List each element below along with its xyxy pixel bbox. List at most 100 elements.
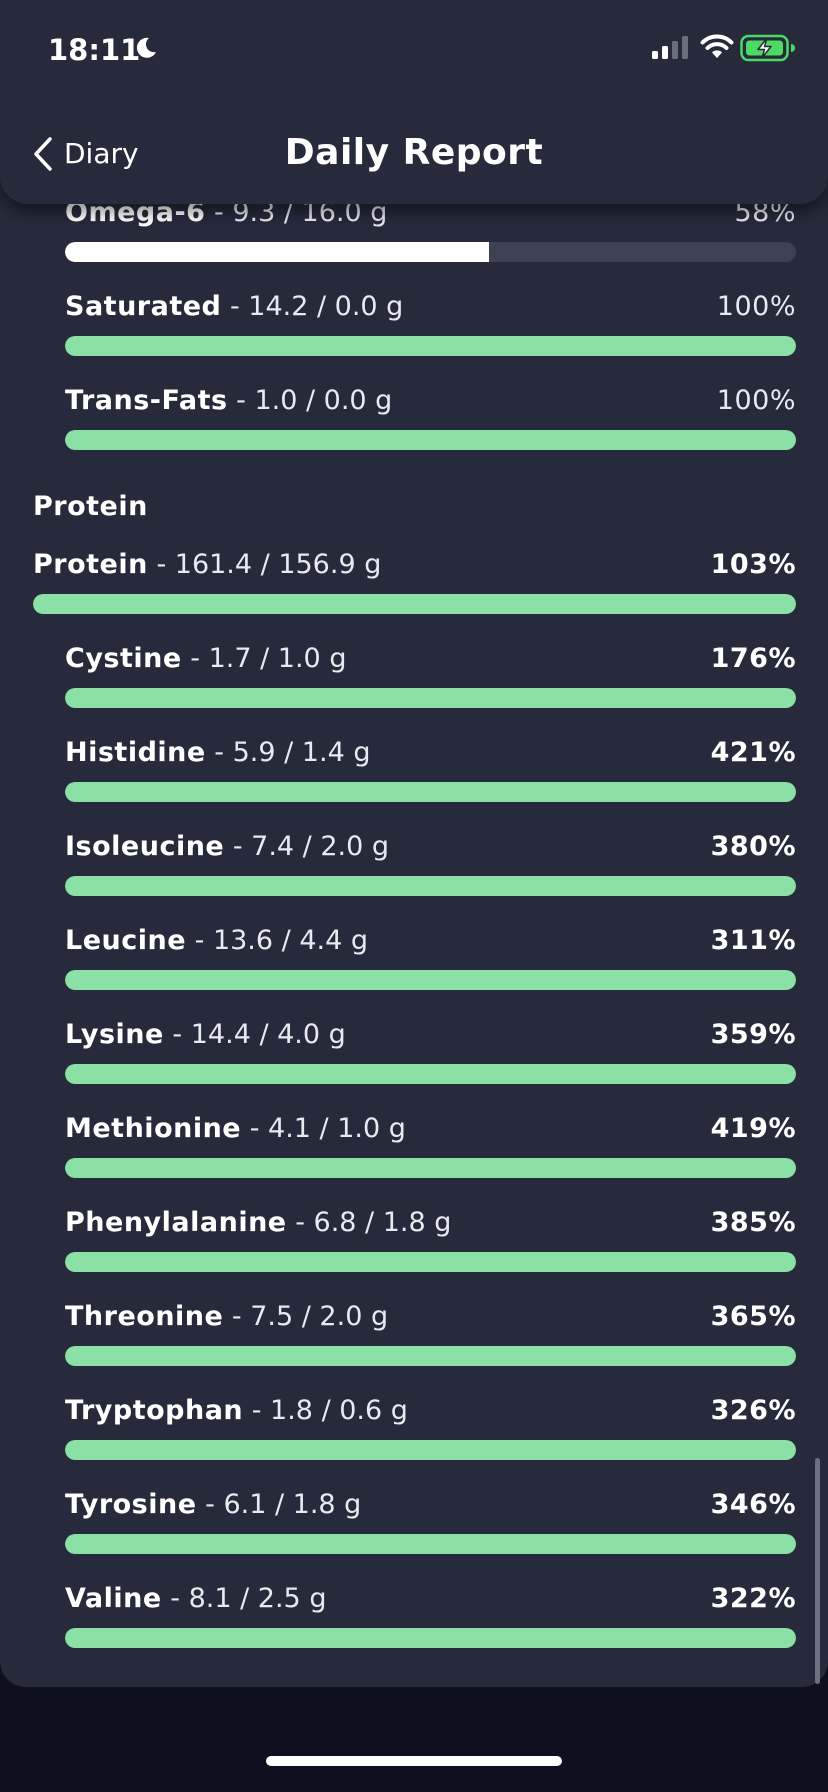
- nutrient-percent: 326%: [710, 1395, 796, 1426]
- progress-fill: [65, 242, 489, 262]
- nutrient-row-valine: Valine - 8.1 / 2.5 g 322%: [65, 1582, 796, 1662]
- battery-charging-icon: [740, 34, 795, 62]
- progress-fill: [65, 1346, 796, 1366]
- nutrient-percent: 385%: [710, 1207, 796, 1238]
- nutrient-percent: 176%: [710, 643, 796, 674]
- nutrient-amount: - 4.1 / 1.0 g: [241, 1113, 406, 1144]
- nutrient-amount: - 7.5 / 2.0 g: [223, 1301, 389, 1332]
- nutrient-amount: - 13.6 / 4.4 g: [186, 925, 368, 956]
- nutrient-amount: - 14.2 / 0.0 g: [221, 291, 404, 322]
- nutrient-amount: - 6.8 / 1.8 g: [286, 1207, 452, 1238]
- nutrient-name: Valine: [65, 1583, 162, 1614]
- nutrient-row-threonine: Threonine - 7.5 / 2.0 g 365%: [65, 1300, 796, 1380]
- progress-track: [65, 336, 796, 356]
- nutrient-percent: 311%: [710, 925, 796, 956]
- progress-fill: [65, 1252, 796, 1272]
- nutrient-percent: 346%: [710, 1489, 796, 1520]
- progress-fill: [65, 1628, 796, 1648]
- progress-fill: [65, 430, 796, 450]
- nutrient-name: Leucine: [65, 925, 187, 956]
- nutrient-list[interactable]: Omega-6 - 9.3 / 16.0 g 58% Saturated - 1…: [0, 0, 828, 1687]
- progress-fill: [65, 1534, 796, 1554]
- nutrient-row-tyrosine: Tyrosine - 6.1 / 1.8 g 346%: [65, 1488, 796, 1568]
- nutrient-amount: - 5.9 / 1.4 g: [205, 737, 371, 768]
- progress-fill: [65, 1158, 796, 1178]
- progress-fill: [65, 876, 796, 896]
- nutrient-row-isoleucine: Isoleucine - 7.4 / 2.0 g 380%: [65, 830, 796, 910]
- nutrient-percent: 100%: [716, 291, 796, 322]
- nutrient-name: Trans-Fats: [65, 385, 228, 416]
- nutrient-name: Methionine: [65, 1113, 242, 1144]
- nutrient-percent: 365%: [710, 1301, 796, 1332]
- nutrient-name: Cystine: [65, 643, 182, 674]
- nutrient-amount: - 161.4 / 156.9 g: [147, 549, 382, 580]
- nutrient-name: Tryptophan: [65, 1395, 244, 1426]
- progress-track: [65, 1628, 796, 1648]
- progress-track: [65, 242, 796, 262]
- nutrient-row-omega-6: Omega-6 - 9.3 / 16.0 g 58%: [65, 196, 796, 276]
- nutrient-amount: - 8.1 / 2.5 g: [161, 1583, 327, 1614]
- back-button[interactable]: Diary: [32, 132, 139, 176]
- chevron-left-icon: [34, 137, 52, 171]
- progress-track: [65, 1346, 796, 1366]
- nutrient-amount: - 1.7 / 1.0 g: [181, 643, 347, 674]
- progress-fill: [65, 970, 796, 990]
- nutrient-amount: - 14.4 / 4.0 g: [163, 1019, 346, 1050]
- progress-track: [65, 1252, 796, 1272]
- moon-icon: [136, 37, 156, 58]
- nutrient-row-histidine: Histidine - 5.9 / 1.4 g 421%: [65, 736, 796, 816]
- nutrient-row-methionine: Methionine - 4.1 / 1.0 g 419%: [65, 1112, 796, 1192]
- wifi-icon: [700, 34, 734, 58]
- nutrient-percent: 322%: [710, 1583, 796, 1614]
- progress-fill: [65, 1064, 796, 1084]
- nutrient-row-trans-fats: Trans-Fats - 1.0 / 0.0 g 100%: [65, 384, 796, 464]
- progress-fill: [65, 336, 796, 356]
- home-indicator[interactable]: [266, 1756, 562, 1766]
- progress-track: [65, 782, 796, 802]
- nutrient-row-lysine: Lysine - 14.4 / 4.0 g 359%: [65, 1018, 796, 1098]
- back-button-label: Diary: [64, 137, 139, 170]
- nutrient-row-phenylalanine: Phenylalanine - 6.8 / 1.8 g 385%: [65, 1206, 796, 1286]
- nutrient-percent: 419%: [710, 1113, 796, 1144]
- nutrient-name: Phenylalanine: [65, 1207, 287, 1238]
- nutrient-name: Lysine: [65, 1019, 164, 1050]
- progress-track: [65, 1064, 796, 1084]
- section-heading-protein: Protein: [33, 491, 148, 522]
- nutrient-percent: 103%: [710, 549, 796, 580]
- nutrient-name: Protein: [33, 549, 148, 580]
- nutrient-percent: 421%: [710, 737, 796, 768]
- page-title: Daily Report: [284, 132, 544, 173]
- progress-track: [65, 688, 796, 708]
- nutrient-percent: 359%: [710, 1019, 796, 1050]
- nutrient-name: Threonine: [65, 1301, 224, 1332]
- progress-track: [65, 1440, 796, 1460]
- nutrient-row-leucine: Leucine - 13.6 / 4.4 g 311%: [65, 924, 796, 1004]
- nutrient-name: Isoleucine: [65, 831, 225, 862]
- progress-track: [65, 970, 796, 990]
- nutrient-row-cystine: Cystine - 1.7 / 1.0 g 176%: [65, 642, 796, 722]
- nutrient-name: Tyrosine: [65, 1489, 197, 1520]
- progress-fill: [65, 688, 796, 708]
- nutrient-percent: 380%: [710, 831, 796, 862]
- progress-track: [65, 876, 796, 896]
- progress-fill: [65, 1440, 796, 1460]
- nutrient-name: Saturated: [65, 291, 222, 322]
- nutrient-amount: - 6.1 / 1.8 g: [196, 1489, 362, 1520]
- nutrient-name: Histidine: [65, 737, 206, 768]
- nutrient-amount: - 1.0 / 0.0 g: [227, 385, 393, 416]
- progress-fill: [33, 594, 796, 614]
- nutrient-row-tryptophan: Tryptophan - 1.8 / 0.6 g 326%: [65, 1394, 796, 1474]
- report-card: Omega-6 - 9.3 / 16.0 g 58% Saturated - 1…: [0, 0, 828, 1687]
- nutrient-row-protein-total: Protein - 161.4 / 156.9 g 103%: [33, 548, 796, 628]
- nutrient-amount: - 1.8 / 0.6 g: [243, 1395, 408, 1426]
- scrollbar[interactable]: [815, 1458, 820, 1684]
- progress-track: [33, 594, 796, 614]
- nutrient-amount: - 7.4 / 2.0 g: [224, 831, 390, 862]
- nutrient-percent: 100%: [716, 385, 796, 416]
- cellular-signal-icon: [652, 36, 688, 59]
- progress-track: [65, 1158, 796, 1178]
- progress-fill: [65, 782, 796, 802]
- status-time: 18:11: [48, 33, 141, 67]
- nutrient-row-saturated: Saturated - 14.2 / 0.0 g 100%: [65, 290, 796, 370]
- nav-header: 18:11 Diary Daily Report: [0, 0, 828, 204]
